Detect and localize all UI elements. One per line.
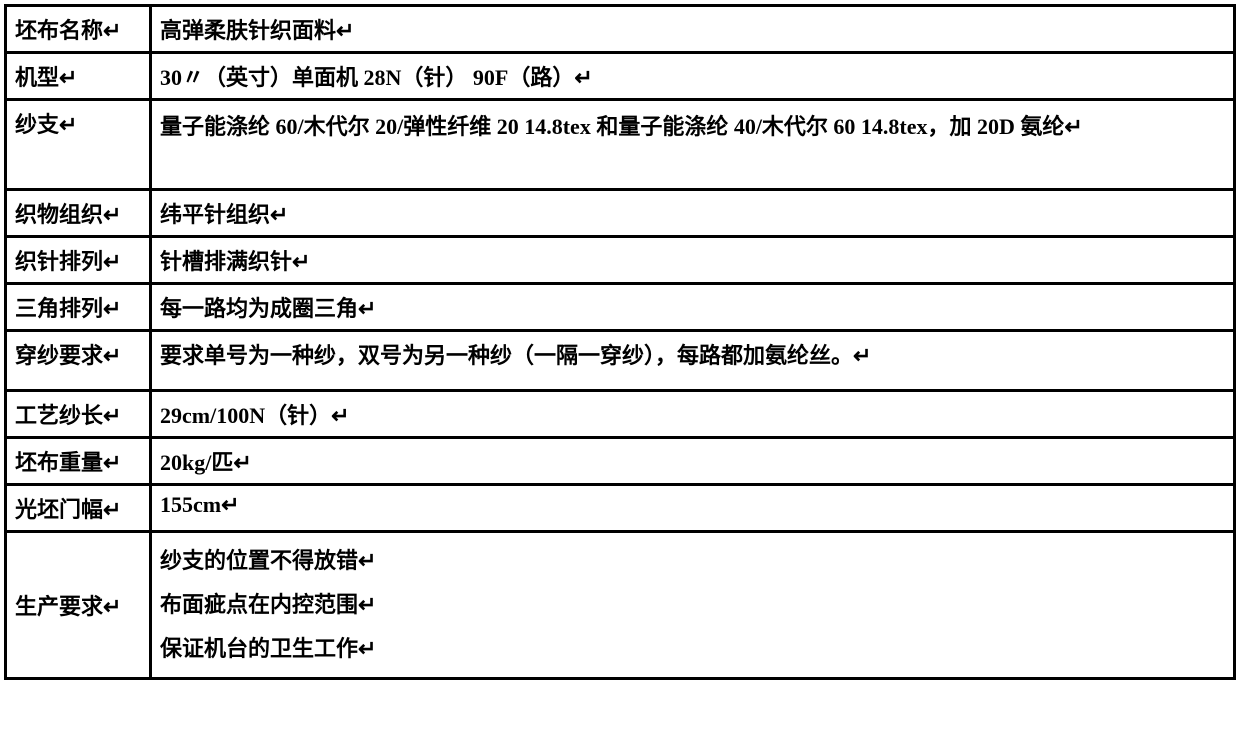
value-text: 每一路均为成圈三角↵: [160, 291, 376, 323]
label-cell: 工艺纱长↵: [7, 392, 152, 436]
label-cell: 三角排列↵: [7, 285, 152, 329]
value-cell: 29cm/100N（针）↵: [152, 392, 1233, 436]
table-row: 机型↵ 30〃（英寸）单面机 28N（针） 90F（路）↵: [7, 54, 1233, 101]
label-cell: 穿纱要求↵: [7, 332, 152, 389]
table-row: 坯布重量↵ 20kg/匹↵: [7, 439, 1233, 486]
label-text: 坯布名称↵: [15, 13, 121, 45]
label-text: 工艺纱长↵: [15, 398, 121, 430]
table-row: 坯布名称↵ 高弹柔肤针织面料↵: [7, 7, 1233, 54]
value-line: 保证机台的卫生工作↵: [160, 627, 376, 671]
table-row: 纱支↵ 量子能涤纶 60/木代尔 20/弹性纤维 20 14.8tex 和量子能…: [7, 101, 1233, 191]
value-text: 针槽排满织针↵: [160, 244, 310, 276]
value-text: 高弹柔肤针织面料↵: [160, 13, 354, 45]
value-text: 要求单号为一种纱，双号为另一种纱（一隔一穿纱），每路都加氨纶丝。↵: [160, 338, 871, 370]
value-line: 布面疵点在内控范围↵: [160, 583, 376, 627]
table-row: 织物组织↵ 纬平针组织↵: [7, 191, 1233, 238]
table-row: 光坯门幅↵ 155cm↵: [7, 486, 1233, 533]
value-text: 纬平针组织↵: [160, 197, 288, 229]
value-cell: 20kg/匹↵: [152, 439, 1233, 483]
label-text: 光坯门幅↵: [15, 492, 121, 524]
label-text: 机型↵: [15, 60, 77, 92]
label-cell: 织物组织↵: [7, 191, 152, 235]
label-text: 穿纱要求↵: [15, 338, 121, 370]
table-row: 穿纱要求↵ 要求单号为一种纱，双号为另一种纱（一隔一穿纱），每路都加氨纶丝。↵: [7, 332, 1233, 392]
label-text: 坯布重量↵: [15, 445, 121, 477]
table-row: 织针排列↵ 针槽排满织针↵: [7, 238, 1233, 285]
label-cell: 生产要求↵: [7, 533, 152, 677]
label-text: 生产要求↵: [15, 589, 121, 621]
label-cell: 织针排列↵: [7, 238, 152, 282]
value-text: 20kg/匹↵: [160, 445, 252, 477]
value-cell: 要求单号为一种纱，双号为另一种纱（一隔一穿纱），每路都加氨纶丝。↵: [152, 332, 1233, 389]
table-row: 生产要求↵ 纱支的位置不得放错↵ 布面疵点在内控范围↵ 保证机台的卫生工作↵: [7, 533, 1233, 677]
value-cell: 纱支的位置不得放错↵ 布面疵点在内控范围↵ 保证机台的卫生工作↵: [152, 533, 1233, 677]
value-text: 29cm/100N（针）↵: [160, 398, 350, 430]
label-text: 三角排列↵: [15, 291, 121, 323]
value-cell: 高弹柔肤针织面料↵: [152, 7, 1233, 51]
table-row: 三角排列↵ 每一路均为成圈三角↵: [7, 285, 1233, 332]
value-text: 155cm↵: [160, 492, 240, 518]
value-text: 量子能涤纶 60/木代尔 20/弹性纤维 20 14.8tex 和量子能涤纶 4…: [160, 107, 1083, 147]
label-text: 织物组织↵: [15, 197, 121, 229]
value-cell: 155cm↵: [152, 486, 1233, 530]
value-cell: 30〃（英寸）单面机 28N（针） 90F（路）↵: [152, 54, 1233, 98]
table-row: 工艺纱长↵ 29cm/100N（针）↵: [7, 392, 1233, 439]
value-line: 纱支的位置不得放错↵: [160, 539, 376, 583]
label-cell: 纱支↵: [7, 101, 152, 188]
label-cell: 光坯门幅↵: [7, 486, 152, 530]
label-cell: 坯布重量↵: [7, 439, 152, 483]
label-cell: 坯布名称↵: [7, 7, 152, 51]
value-cell: 纬平针组织↵: [152, 191, 1233, 235]
value-text: 30〃（英寸）单面机 28N（针） 90F（路）↵: [160, 60, 593, 92]
label-text: 纱支↵: [15, 107, 77, 139]
spec-table: 坯布名称↵ 高弹柔肤针织面料↵ 机型↵ 30〃（英寸）单面机 28N（针） 90…: [4, 4, 1236, 680]
label-cell: 机型↵: [7, 54, 152, 98]
label-text: 织针排列↵: [15, 244, 121, 276]
value-cell: 量子能涤纶 60/木代尔 20/弹性纤维 20 14.8tex 和量子能涤纶 4…: [152, 101, 1233, 188]
value-cell: 每一路均为成圈三角↵: [152, 285, 1233, 329]
value-cell: 针槽排满织针↵: [152, 238, 1233, 282]
